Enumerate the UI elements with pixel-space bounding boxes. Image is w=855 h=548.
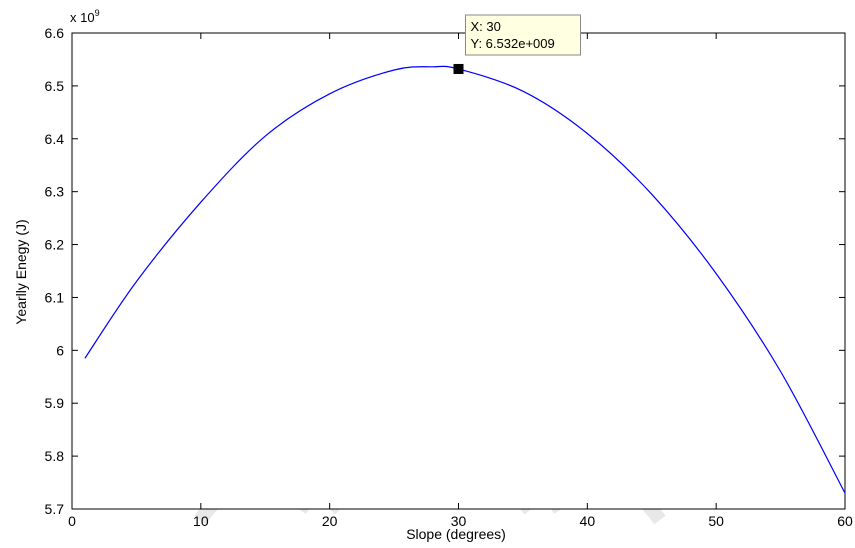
y-tick-label: 5.7	[45, 501, 65, 517]
series-line	[84, 65, 846, 494]
datatip-x-text: X: 30	[471, 19, 501, 34]
y-tick-label: 6.4	[45, 131, 65, 147]
x-tick-label: 50	[708, 513, 724, 529]
y-tick-label: 6.3	[45, 184, 65, 200]
y-tick-label: 5.8	[45, 448, 65, 464]
y-axis-ticks: 5.7 5.8 5.9 6 6.1 6.2 6.3 6.4 6.5 6.6	[45, 25, 845, 517]
x-axis-label: Slope (degrees)	[406, 526, 506, 542]
y-tick-label: 6.5	[45, 78, 65, 94]
y-exponent-label: x 109	[70, 8, 100, 25]
y-exponent-power: 9	[95, 8, 100, 18]
plot-area	[71, 32, 846, 510]
series-group	[84, 65, 846, 494]
x-tick-label: 40	[580, 513, 596, 529]
x-tick-label: 20	[322, 513, 338, 529]
datatip-box	[465, 14, 581, 56]
x-tick-label: 30	[451, 513, 467, 529]
y-tick-label: 6.1	[45, 289, 65, 305]
x-tick-label: 0	[68, 513, 76, 529]
x-tick-label: 10	[193, 513, 209, 529]
datatip-marker[interactable]	[453, 63, 464, 74]
x-axis-ticks: 0 10 20 30 40 50 60	[68, 33, 853, 529]
y-tick-label: 6.2	[45, 237, 65, 253]
y-tick-label: 5.9	[45, 395, 65, 411]
y-axis-label: Yearlly Enegy (J)	[13, 219, 29, 324]
datatip[interactable]: X: 30 Y: 6.532e+009	[453, 14, 581, 74]
datatip-y-text: Y: 6.532e+009	[471, 36, 555, 51]
x-tick-label: 60	[837, 513, 853, 529]
y-tick-label: 6.6	[45, 25, 65, 41]
y-tick-label: 6	[56, 342, 64, 358]
